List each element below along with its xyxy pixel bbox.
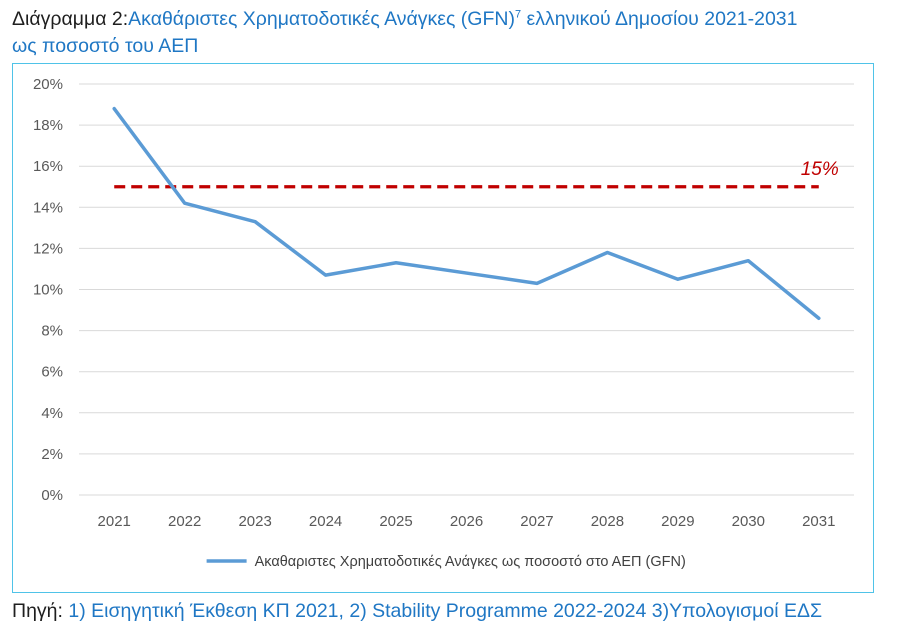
x-tick-label: 2021 — [98, 513, 131, 530]
gfn-line-chart: 0%2%4%6%8%10%12%14%16%18%20% 2021 2022 202… — [33, 76, 854, 570]
y-tick-label: 6% — [41, 364, 63, 381]
data-point — [535, 281, 539, 285]
threshold-label: 15% — [801, 159, 839, 180]
y-tick-label: 12% — [33, 240, 63, 257]
data-point — [324, 273, 328, 277]
y-tick-label: 0% — [41, 487, 63, 504]
legend: Ακαθαριστες Χρηματοδοτικές Ανάγκες ως πο… — [206, 554, 686, 570]
x-tick-label: 2024 — [309, 513, 342, 530]
legend-label: Ακαθαριστες Χρηματοδοτικές Ανάγκες ως πο… — [255, 554, 686, 570]
series-group — [112, 106, 821, 321]
y-tick-label: 10% — [33, 282, 63, 299]
caption-prefix: Διάγραμμα 2: — [12, 8, 129, 30]
data-point — [465, 271, 468, 275]
x-tick-label: 2027 — [520, 513, 553, 530]
gridlines — [79, 83, 854, 496]
y-axis-ticks: 0% 2% 4% 6% 8% 10% 12% 14% 16% 18% 20% — [33, 76, 63, 504]
x-tick-label: 2022 — [168, 513, 201, 530]
x-tick-label: 2031 — [802, 513, 835, 530]
data-point — [676, 277, 680, 281]
source-label: Πηγή: — [12, 600, 63, 622]
x-axis-ticks: 2021 2022 2023 2024 2025 2026 2027 2028 2029 2030… — [98, 513, 836, 530]
threshold-group: 15% — [114, 159, 839, 189]
caption-title-part2: ελληνικού Δημοσίου 2021-2031 — [521, 8, 798, 30]
y-tick-label: 2% — [41, 446, 63, 463]
data-point — [817, 316, 821, 320]
x-tick-label: 2030 — [732, 513, 765, 530]
y-tick-label: 16% — [33, 158, 63, 175]
x-tick-label: 2023 — [238, 513, 271, 530]
x-tick-label: 2029 — [661, 513, 694, 530]
caption-title-part1: Ακαθάριστες Χρηματοδοτικές Ανάγκες (GFN) — [128, 8, 515, 30]
x-tick-label: 2025 — [379, 513, 412, 530]
y-tick-label: 20% — [33, 76, 63, 93]
data-point — [183, 201, 187, 205]
data-point — [112, 107, 116, 111]
series-line — [112, 106, 821, 321]
chart-frame: 0% 2% 4% 6% 8% 10% 12% 14% 16% 18% 20% 2021 2022 202… — [12, 63, 874, 593]
y-tick-label: 8% — [41, 323, 63, 340]
y-tick-label: 14% — [33, 199, 63, 216]
data-point — [605, 251, 609, 255]
data-point — [746, 259, 750, 263]
figure-caption: Διάγραμμα 2:Ακαθάριστες Χρηματοδοτικές Α… — [12, 6, 892, 60]
x-tick-label: 2028 — [591, 513, 624, 530]
data-point — [253, 220, 257, 224]
source-note: Πηγή: 1) Εισηγητική Έκθεση ΚΠ 2021, 2) S… — [12, 600, 892, 623]
caption-title-line2: ως ποσοστό του ΑΕΠ — [12, 35, 199, 57]
source-text: 1) Εισηγητική Έκθεση ΚΠ 2021, 2) Stabili… — [62, 600, 823, 622]
x-tick-label: 2026 — [450, 513, 483, 530]
y-tick-label: 4% — [41, 405, 63, 422]
caption-footnote-ref: 7 — [514, 8, 522, 21]
y-tick-label: 18% — [33, 117, 63, 134]
data-point — [394, 261, 398, 265]
